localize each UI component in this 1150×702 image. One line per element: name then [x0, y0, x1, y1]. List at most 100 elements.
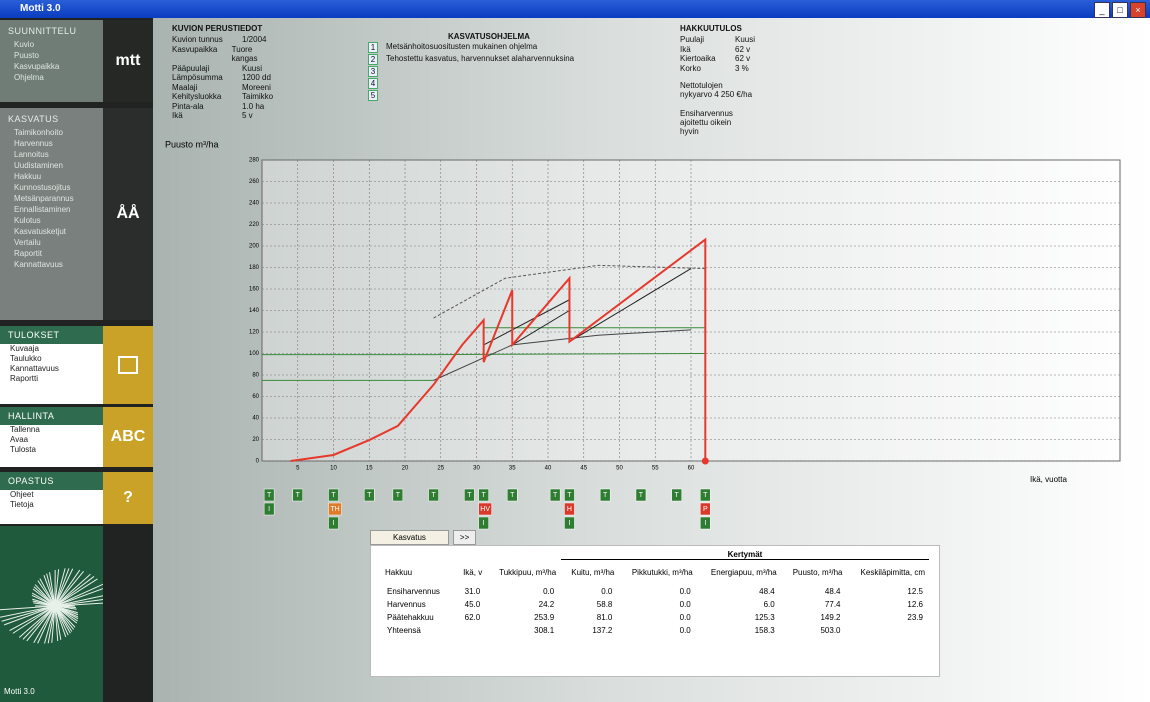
program-text: Metsänhoitosuositusten mukainen ohjelma [386, 42, 538, 51]
nav-item[interactable]: Kasvatusketjut [14, 227, 67, 236]
program-slot[interactable]: 4 [368, 78, 378, 89]
nav-item[interactable]: Kuvaaja [10, 344, 39, 353]
icon-label: ? [123, 489, 133, 506]
icon-frame [118, 356, 138, 374]
nav-item[interactable]: Puusto [14, 51, 39, 60]
program-slot[interactable]: 3 [368, 66, 378, 77]
nav-item[interactable]: Vertailu [14, 238, 41, 247]
nav-item[interactable]: Taulukko [10, 354, 42, 363]
column-header: Pikkutukki, m³/ha [631, 568, 693, 577]
nav-section: SUUNNITTELU Kuvio Puusto Kasvupaikka Ohjelma [0, 20, 103, 102]
section-title[interactable]: KASVATUS [8, 114, 59, 124]
nav-item[interactable]: Tulosta [10, 445, 36, 454]
nav-item[interactable]: Kunnostusojitus [14, 183, 71, 192]
y-tick-label: 220 [249, 222, 260, 228]
section-title[interactable]: OPASTUS [0, 472, 103, 490]
cell-text: 58.8 [596, 600, 613, 609]
cell-text: 12.6 [907, 600, 923, 609]
column-header: Puusto, m³/ha [792, 568, 843, 577]
cell-text: 137.2 [592, 626, 613, 635]
cell-text: 31.0 [464, 587, 481, 596]
nav-item[interactable]: Hakkuu [14, 172, 42, 181]
table-cell: 308.1 [486, 624, 560, 637]
table-cell: Yhteensä [381, 624, 455, 637]
info-value: 62 v [735, 44, 751, 54]
event-box [328, 502, 342, 516]
y-tick-label: 40 [252, 416, 259, 422]
nav-item[interactable]: Lannoitus [14, 150, 49, 159]
section-icon: mtt [103, 20, 153, 102]
nav-item[interactable]: Harvennus [14, 139, 53, 148]
event-box [263, 502, 275, 516]
event-code: T [567, 492, 572, 499]
info-value: 1.0 ha [242, 101, 265, 111]
tab[interactable]: Kasvatus [370, 530, 449, 545]
info-row: Kiertoaika 62 v [680, 54, 755, 64]
nav-item[interactable]: Avaa [10, 435, 29, 444]
nav-item[interactable]: Kulotus [14, 216, 41, 225]
nav-item[interactable]: Uudistaminen [14, 161, 63, 170]
x-tick-label: 45 [580, 466, 587, 472]
info-label: Lämpösumma [172, 73, 223, 82]
nav-item[interactable]: Kuvio [14, 40, 35, 49]
window-button[interactable]: × [1130, 2, 1146, 18]
event-box [478, 516, 489, 530]
tab[interactable]: >> [452, 530, 477, 545]
cell-text: Harvennus [387, 600, 426, 609]
table-cell: 48.4 [781, 585, 847, 598]
nav-item[interactable]: Raportit [14, 249, 43, 258]
nav-item[interactable]: Kannattavuus [10, 364, 59, 373]
program-row: 1 Metsänhoitosuositusten mukainen ohjelma [368, 42, 537, 53]
cell-text: 12.5 [907, 587, 923, 596]
nav-item[interactable]: Kasvupaikka [14, 62, 60, 71]
nav-item[interactable]: Tietoja [10, 500, 34, 509]
cell-text: 503.0 [820, 626, 841, 635]
table-cell: 253.9 [486, 611, 560, 624]
results-panel: Kasvatus >> Kertymät Hakkuu Ikä, v Tukkipuu, … [370, 530, 940, 677]
info-row: Pinta-ala 1.0 ha [172, 102, 273, 112]
event-box [328, 516, 339, 530]
section-title[interactable]: HALLINTA [0, 407, 103, 425]
x-tick-label: 25 [437, 466, 444, 472]
nav-item[interactable]: Raportti [10, 374, 39, 383]
program-row: 4 [368, 78, 386, 89]
cell-text: 149.2 [820, 613, 841, 622]
nav-item[interactable]: Ennallistaminen [14, 205, 71, 214]
program-slot[interactable]: 1 [368, 42, 378, 53]
event-code: T [553, 492, 558, 499]
nav-item[interactable]: Taimikonhoito [14, 128, 63, 137]
info-value: Kuusi [735, 35, 756, 44]
section-icon: ? [103, 472, 153, 524]
cell-text: 0.0 [679, 626, 691, 635]
program-slot[interactable]: 5 [368, 90, 378, 101]
cell-text: 48.4 [824, 587, 841, 596]
program-slot[interactable]: 2 [368, 54, 378, 65]
window-button[interactable]: _ [1094, 2, 1110, 18]
info-value: Kuusi [242, 63, 263, 73]
program-row: 2 Tehostettu kasvatus, harvennukset alaha… [368, 54, 574, 65]
x-tick-label: 20 [402, 466, 409, 472]
nav-item[interactable]: Ohjelma [14, 73, 44, 82]
event-code: T [331, 492, 336, 499]
section-title[interactable]: TULOKSET [0, 326, 103, 344]
event-code: P [703, 506, 708, 513]
event-code: T [367, 492, 372, 499]
x-tick-label: 30 [473, 466, 480, 472]
info-note: hyvin [680, 127, 699, 136]
event-box [599, 488, 611, 502]
section-title[interactable]: SUUNNITTELU [8, 26, 77, 36]
event-box [392, 488, 404, 502]
table-cell: 12.5 [847, 585, 930, 598]
nav-item[interactable]: Ohjeet [10, 490, 34, 499]
icon-label: mtt [115, 52, 141, 69]
sidebar: SUUNNITTELU Kuvio Puusto Kasvupaikka Ohjelma… [0, 18, 153, 702]
window-button[interactable]: □ [1112, 2, 1128, 18]
nav-item[interactable]: Metsänparannus [14, 194, 74, 203]
table-cell [455, 624, 486, 637]
y-tick-label: 160 [249, 287, 260, 293]
nav-item[interactable]: Kannattavuus [14, 260, 63, 269]
event-code: T [639, 492, 644, 499]
nav-item[interactable]: Tallenna [10, 425, 40, 434]
info-row: Puulaji Kuusi [680, 35, 755, 45]
